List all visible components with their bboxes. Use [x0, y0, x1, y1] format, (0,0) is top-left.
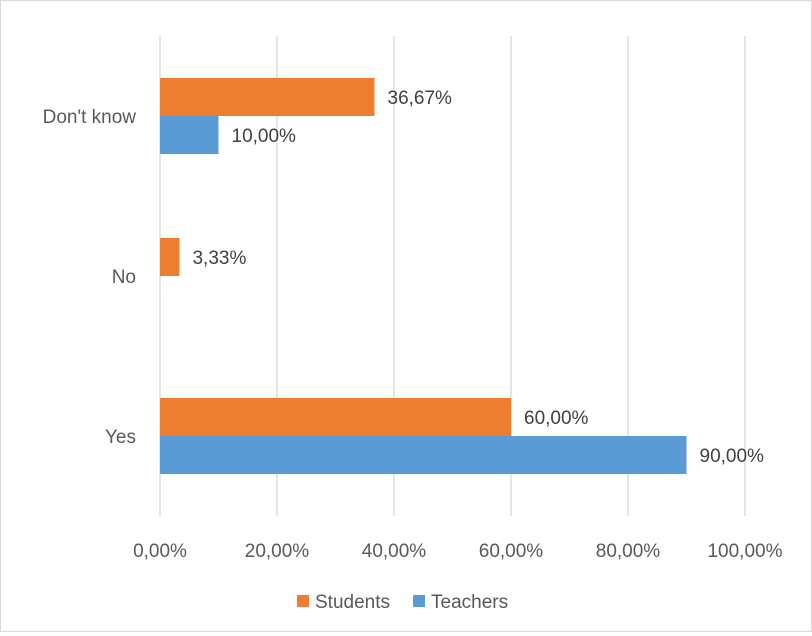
x-tick-label-3: 60,00%: [479, 541, 544, 562]
category-label-2: Yes: [105, 427, 136, 448]
bar-students-0: [160, 78, 375, 116]
category-label-0: Don't know: [43, 107, 137, 128]
data-label-students-1: 3,33%: [192, 248, 246, 269]
bar-teachers-0: [160, 116, 219, 154]
x-tick-label-2: 40,00%: [362, 541, 427, 562]
data-labels: 36,67% 3,33% 60,00% 10,00% 90,00%: [192, 88, 764, 467]
legend-label-students: Students: [315, 592, 390, 613]
data-label-students-2: 60,00%: [524, 408, 589, 429]
bar-students-2: [160, 398, 511, 436]
legend-label-teachers: Teachers: [431, 592, 508, 613]
legend-swatch-teachers: [413, 595, 425, 607]
bar-students-1: [160, 238, 180, 276]
legend-swatch-students: [297, 595, 309, 607]
bars: [160, 78, 687, 474]
bar-teachers-2: [160, 436, 687, 474]
category-label-1: No: [112, 267, 136, 288]
x-tick-label-0: 0,00%: [133, 541, 187, 562]
category-labels: Don't know No Yes: [43, 107, 137, 448]
data-label-teachers-2: 90,00%: [700, 446, 765, 467]
data-label-students-0: 36,67%: [388, 88, 453, 109]
data-label-teachers-0: 10,00%: [232, 126, 297, 147]
legend: Students Teachers: [297, 592, 508, 613]
x-tick-label-4: 80,00%: [596, 541, 661, 562]
x-tick-label-1: 20,00%: [245, 541, 310, 562]
x-tick-label-5: 100,00%: [707, 541, 782, 562]
x-tick-labels: 0,00% 20,00% 40,00% 60,00% 80,00% 100,00%: [133, 541, 783, 562]
